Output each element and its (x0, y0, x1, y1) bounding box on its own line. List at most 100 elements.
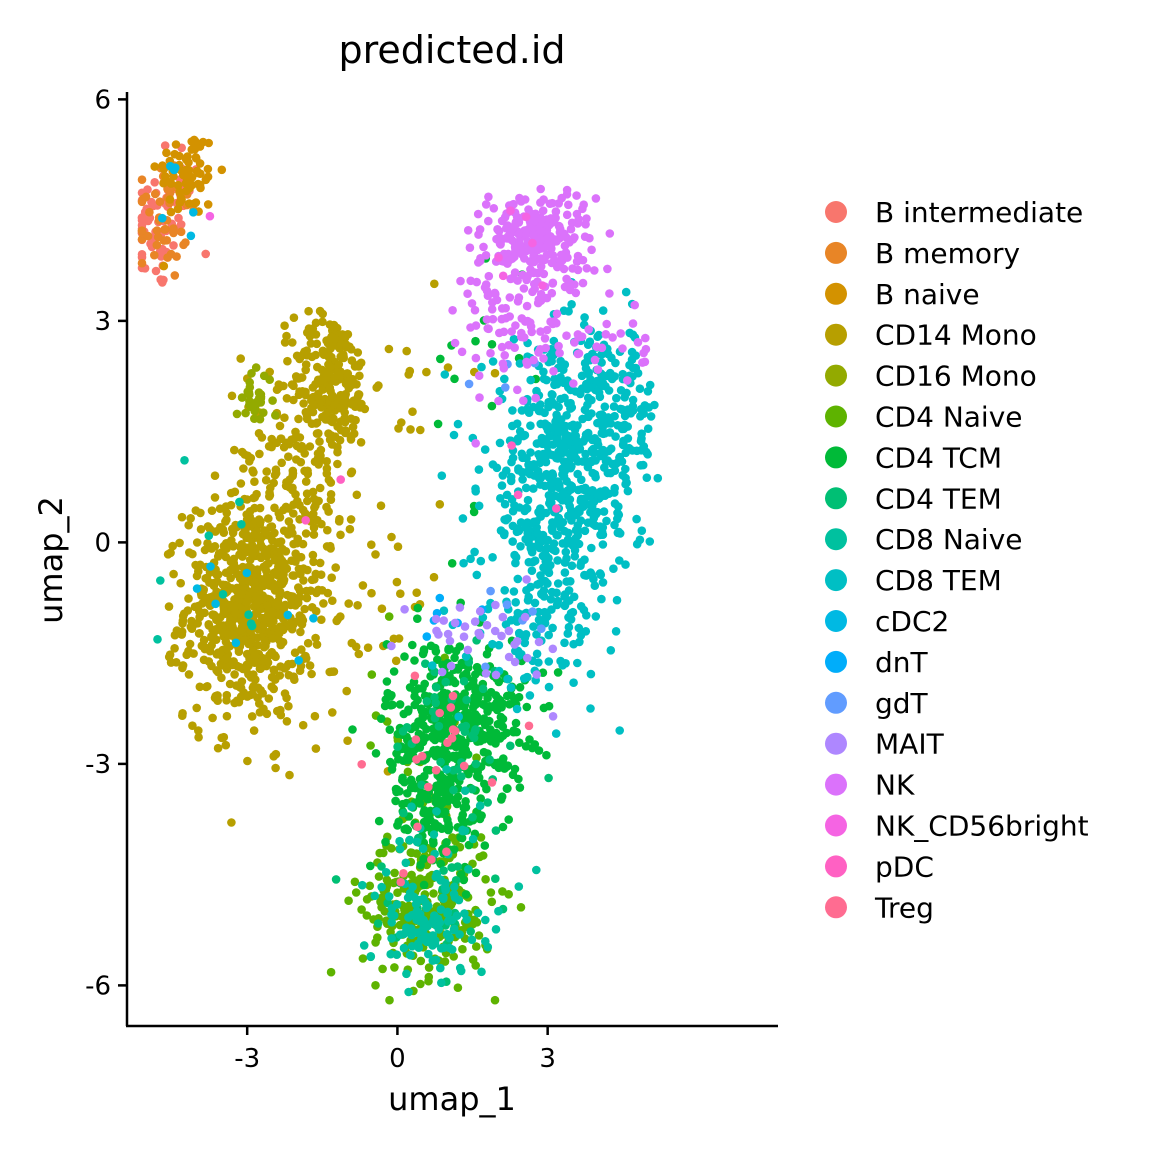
data-point (526, 421, 535, 431)
data-point (239, 464, 248, 473)
data-point (567, 481, 577, 491)
data-point (153, 232, 163, 242)
data-point (169, 165, 179, 175)
data-point (494, 253, 503, 262)
data-point (442, 838, 451, 847)
data-point (488, 460, 498, 469)
data-point (456, 276, 465, 286)
data-point (269, 617, 278, 626)
data-point (158, 161, 167, 170)
data-point (246, 402, 256, 411)
data-point (521, 483, 531, 493)
data-point (443, 815, 452, 825)
data-point (434, 721, 444, 731)
data-point (520, 254, 529, 263)
data-point (312, 429, 322, 438)
data-point (564, 622, 574, 632)
data-point (577, 371, 587, 381)
data-point (470, 305, 480, 315)
data-point (499, 364, 509, 373)
data-point (218, 580, 228, 590)
data-point (534, 450, 543, 459)
data-point (259, 371, 269, 381)
data-point (198, 599, 207, 608)
data-point (412, 898, 422, 907)
data-point (271, 465, 281, 475)
data-point (293, 598, 303, 608)
data-point (439, 866, 448, 875)
data-point (237, 520, 246, 529)
data-point (169, 228, 178, 238)
data-point (515, 427, 525, 436)
data-point (579, 605, 589, 615)
data-point (452, 911, 462, 920)
data-point (616, 329, 625, 338)
data-point (399, 808, 408, 818)
data-point (559, 264, 569, 274)
data-point (278, 544, 287, 554)
data-point (156, 576, 165, 585)
data-point (481, 669, 491, 678)
data-point (184, 199, 194, 208)
data-point (250, 414, 259, 424)
data-point (235, 497, 244, 507)
data-point (449, 889, 459, 899)
data-point (182, 650, 191, 660)
series-nk (448, 184, 651, 448)
data-point (540, 419, 550, 429)
data-point (384, 892, 394, 901)
data-point (137, 175, 147, 184)
data-point (558, 489, 568, 499)
data-point (221, 740, 231, 750)
data-point (450, 338, 460, 348)
data-point (609, 402, 619, 411)
data-point (274, 380, 284, 389)
data-point (460, 622, 470, 631)
data-point (169, 241, 178, 250)
data-point (431, 765, 441, 775)
data-point (523, 495, 533, 505)
data-point (553, 556, 562, 565)
data-point (610, 411, 619, 421)
data-point (192, 538, 202, 547)
data-point (191, 154, 201, 163)
data-point (519, 284, 529, 293)
data-point (320, 367, 330, 377)
data-point (583, 400, 592, 410)
data-point (285, 770, 294, 780)
data-point (477, 362, 486, 372)
data-point (627, 347, 637, 357)
data-point (641, 333, 650, 343)
data-point (541, 613, 551, 622)
data-point (252, 489, 261, 499)
data-point (424, 949, 433, 959)
data-point (573, 265, 583, 275)
data-point (391, 796, 400, 806)
data-point (515, 503, 524, 512)
data-point (420, 771, 429, 781)
data-point (583, 412, 593, 422)
data-point (155, 197, 165, 206)
data-point (403, 767, 413, 777)
data-point (413, 822, 422, 832)
data-point (226, 566, 235, 575)
legend-key (825, 528, 847, 551)
data-point (440, 370, 450, 379)
data-point (620, 393, 629, 402)
data-point (481, 280, 491, 289)
data-point (519, 396, 528, 406)
data-point (553, 454, 563, 463)
data-point (521, 630, 531, 639)
data-point (532, 517, 541, 526)
data-point (292, 351, 302, 361)
data-point (530, 740, 540, 749)
data-point (303, 496, 312, 506)
data-point (510, 764, 520, 774)
data-point (255, 449, 264, 459)
data-point (598, 540, 608, 549)
data-point (311, 633, 320, 643)
data-point (411, 735, 421, 744)
data-point (508, 521, 518, 531)
data-point (189, 208, 198, 217)
data-point (536, 289, 546, 299)
